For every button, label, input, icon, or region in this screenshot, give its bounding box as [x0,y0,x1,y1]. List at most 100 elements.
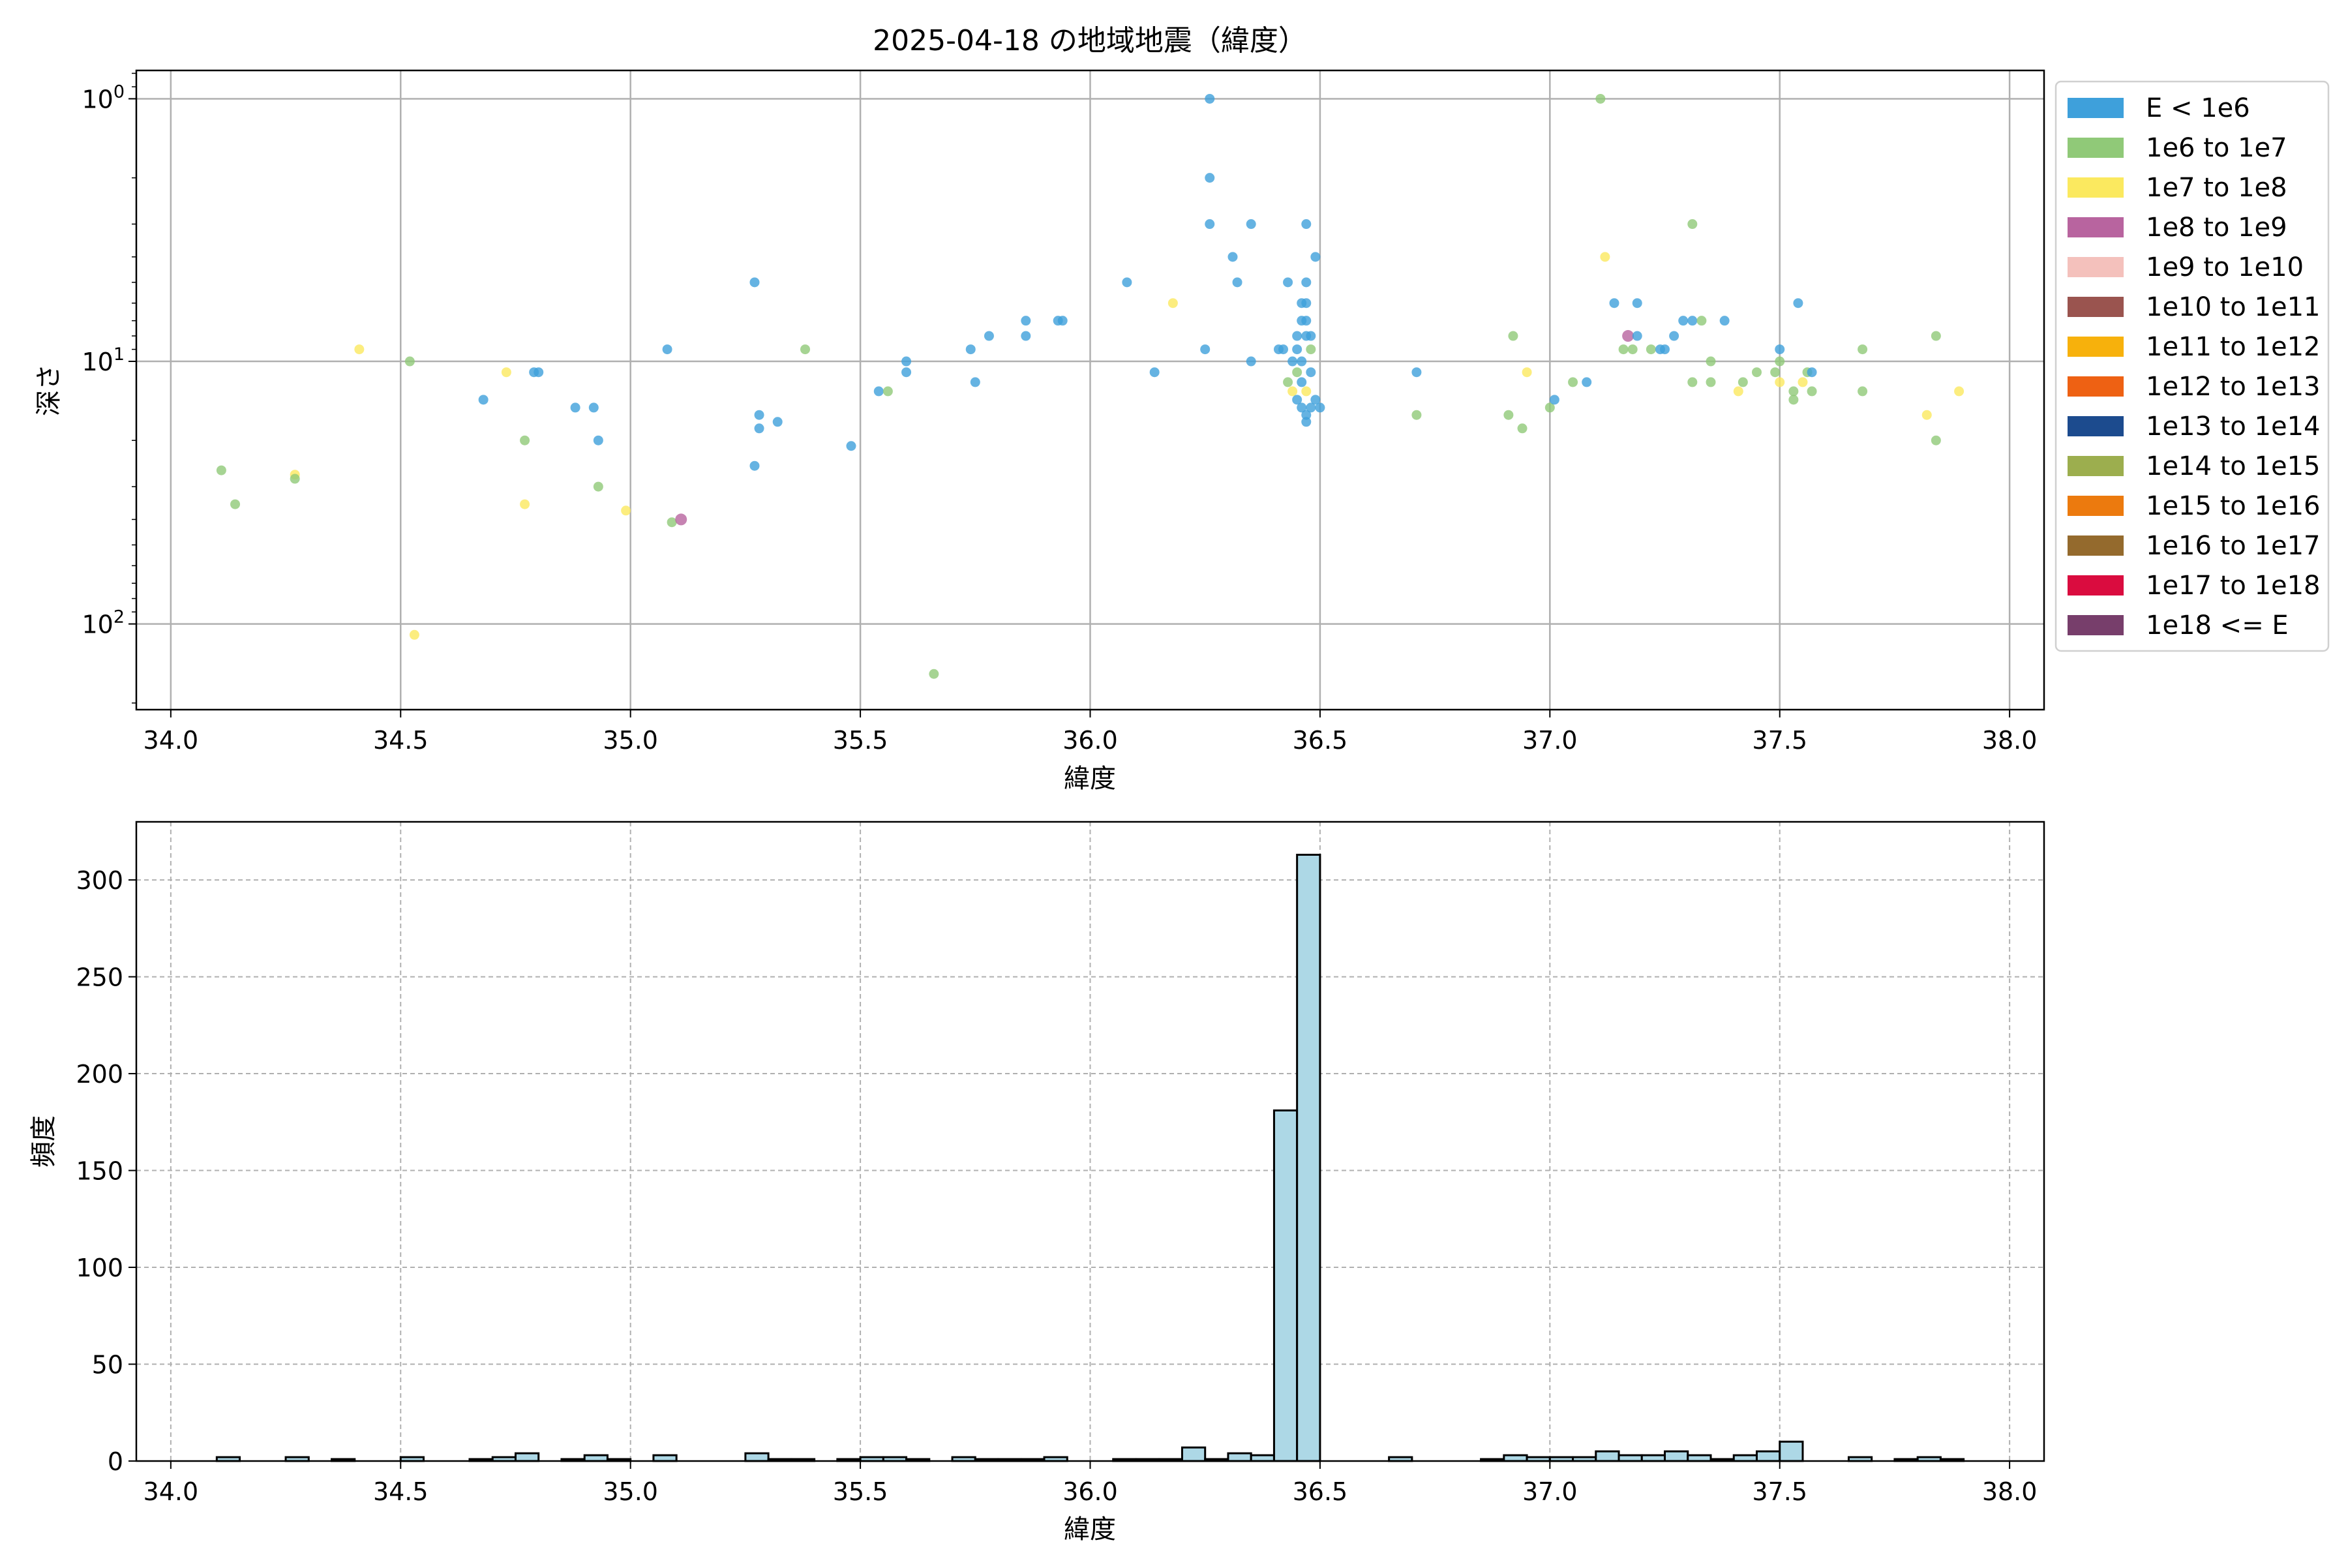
histogram-x-label: 緯度 [1064,1515,1116,1545]
scatter-x-tick-label: 35.0 [603,726,658,755]
histogram-bar [514,1452,540,1462]
scatter-point [593,481,603,492]
scatter-point [1306,344,1316,355]
scatter-point [1149,367,1160,378]
legend-swatch [2068,98,2124,118]
scatter-point [1517,423,1528,434]
scatter-point [1301,298,1312,309]
scatter-point [772,417,783,427]
histogram-y-tick-label: 150 [76,1157,123,1186]
histogram-y-tick-label: 300 [76,866,123,895]
scatter-point [1301,219,1312,230]
scatter-point [929,669,939,679]
scatter-point [1751,367,1762,378]
legend-label: 1e8 to 1e9 [2146,213,2287,243]
legend-box [2054,80,2330,652]
legend-swatch [2068,177,2124,198]
legend-swatch [2068,535,2124,556]
scatter-point [1687,219,1698,230]
scatter-point [1807,367,1817,378]
scatter-point [1301,277,1312,288]
legend-label: 1e6 to 1e7 [2146,133,2287,163]
histogram-bar [1618,1454,1643,1462]
histogram-y-tick-label: 50 [92,1351,123,1380]
histogram-x-tick-label: 36.5 [1293,1477,1348,1506]
scatter-point [1582,377,1592,387]
scatter-point [290,474,300,484]
scatter-point [1522,367,1532,378]
scatter-point [873,386,884,397]
scatter-point [1931,435,1941,445]
scatter-point [754,423,764,434]
legend-label: 1e12 to 1e13 [2146,372,2321,402]
scatter-point [520,435,530,445]
scatter-point [404,356,415,367]
scatter-point [984,331,994,341]
legend-label: 1e17 to 1e18 [2146,571,2321,601]
histogram-bar [1181,1446,1207,1462]
legend-label: 1e11 to 1e12 [2146,332,2321,362]
scatter-point [1858,344,1868,355]
chart-title: 2025-04-18 の地域地震（緯度） [873,24,1307,57]
scatter-point [749,277,760,288]
scatter-point [1287,356,1298,367]
scatter-point [1696,316,1707,326]
scatter-point [1246,219,1256,230]
scatter-point [1595,93,1606,104]
scatter-x-tick-label: 34.0 [143,726,199,755]
scatter-x-label: 緯度 [1064,764,1116,794]
scatter-point [1301,417,1312,427]
scatter-points [216,93,1964,679]
scatter-point [1278,344,1289,355]
scatter-point [1632,298,1642,309]
histogram-bar [1250,1454,1275,1462]
scatter-point [1687,377,1698,387]
scatter-point [1706,377,1716,387]
histogram-x-tick-label: 35.0 [603,1477,658,1506]
scatter-point [1283,377,1293,387]
scatter-point [1232,277,1242,288]
scatter-point [1678,316,1689,326]
legend-label: 1e7 to 1e8 [2146,173,2287,203]
histogram-x-tick-label: 38.0 [1982,1477,2038,1506]
scatter-y-label: 深さ [34,364,64,416]
scatter-point [478,395,489,405]
scatter-point [1503,410,1514,420]
scatter-point [409,629,419,640]
scatter-point [1798,377,1808,387]
legend-label: 1e9 to 1e10 [2146,252,2304,282]
histogram-bar [1503,1454,1528,1462]
scatter-point [1706,356,1716,367]
scatter-x-tick-label: 36.0 [1062,726,1118,755]
scatter-point [1921,410,1932,420]
scatter-point [1310,252,1321,262]
scatter-y-axis: 100 101 102 [82,72,136,704]
scatter-point [1411,410,1422,420]
legend-swatch [2068,416,2124,436]
scatter-point [1287,386,1298,397]
histogram-y-tick-label: 0 [108,1447,123,1476]
legend-swatch [2068,496,2124,516]
scatter-point [1775,356,1785,367]
scatter-point [1775,377,1785,387]
legend-swatch [2068,217,2124,237]
scatter-point [1627,344,1638,355]
histogram-x-tick-label: 35.5 [833,1477,888,1506]
scatter-point [588,402,599,413]
scatter-point [1310,395,1321,405]
legend-label: 1e14 to 1e15 [2146,451,2321,481]
legend-swatch [2068,376,2124,397]
legend-swatch [2068,138,2124,158]
scatter-point [1549,395,1559,405]
scatter-point [1306,402,1316,413]
legend-label: 1e18 <= E [2146,611,2289,641]
histogram-x-tick-label: 36.0 [1062,1477,1118,1506]
scatter-point [1793,298,1803,309]
scatter-point [1167,298,1178,309]
scatter-x-tick-label: 36.5 [1293,726,1348,755]
scatter-x-tick-label: 37.5 [1752,726,1807,755]
scatter-x-tick-label: 37.0 [1522,726,1578,755]
